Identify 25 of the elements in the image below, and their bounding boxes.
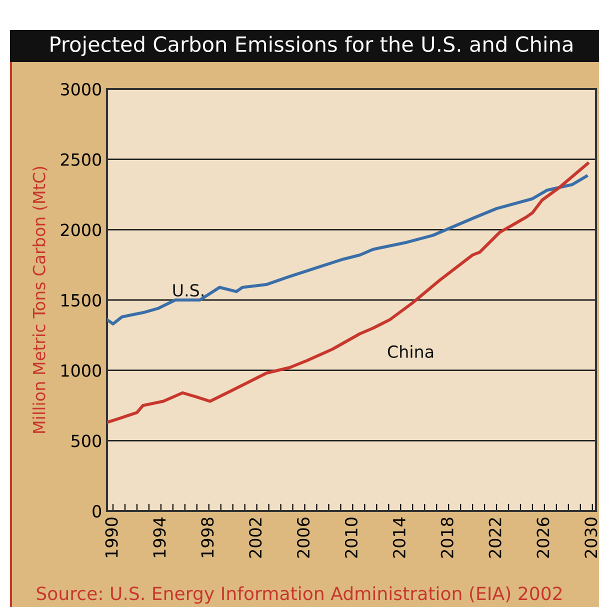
line-series [107, 162, 590, 424]
y-tick-label: 0 [92, 504, 102, 518]
x-tick-label: 1998 [201, 518, 214, 558]
x-tick-label: 2022 [488, 518, 502, 558]
x-tick-label: 2014 [392, 517, 406, 558]
x-tick-label: 2010 [344, 518, 358, 558]
y-tick-label: 500 [72, 434, 102, 448]
y-tick-label: 1500 [62, 294, 102, 307]
y-tick-label: 3000 [60, 82, 102, 96]
y-tick-label: 1000 [62, 364, 102, 377]
line-series [107, 174, 588, 326]
x-tick-label: 2006 [296, 518, 310, 558]
y-axis-title: Million Metric Tons Carbon (MtC) [32, 166, 48, 433]
source-note: Source: U.S. Energy Information Administration (EIA) 2002 [36, 586, 562, 604]
x-tick-label: 2002 [249, 518, 262, 558]
x-tick-label: 2018 [440, 518, 454, 558]
y-tick-label: 2500 [60, 153, 102, 166]
chart-title: Projected Carbon Emissions for the U.S. and China [50, 36, 572, 56]
y-tick-label: 2000 [60, 224, 102, 236]
x-tick-label: 2026 [536, 518, 550, 558]
series-label: U.S. [173, 284, 204, 297]
series-label: China [388, 345, 434, 358]
x-tick-label: 2030 [584, 518, 598, 558]
x-tick-label: 1994 [153, 517, 166, 558]
x-tick-label: 1990 [105, 518, 118, 558]
